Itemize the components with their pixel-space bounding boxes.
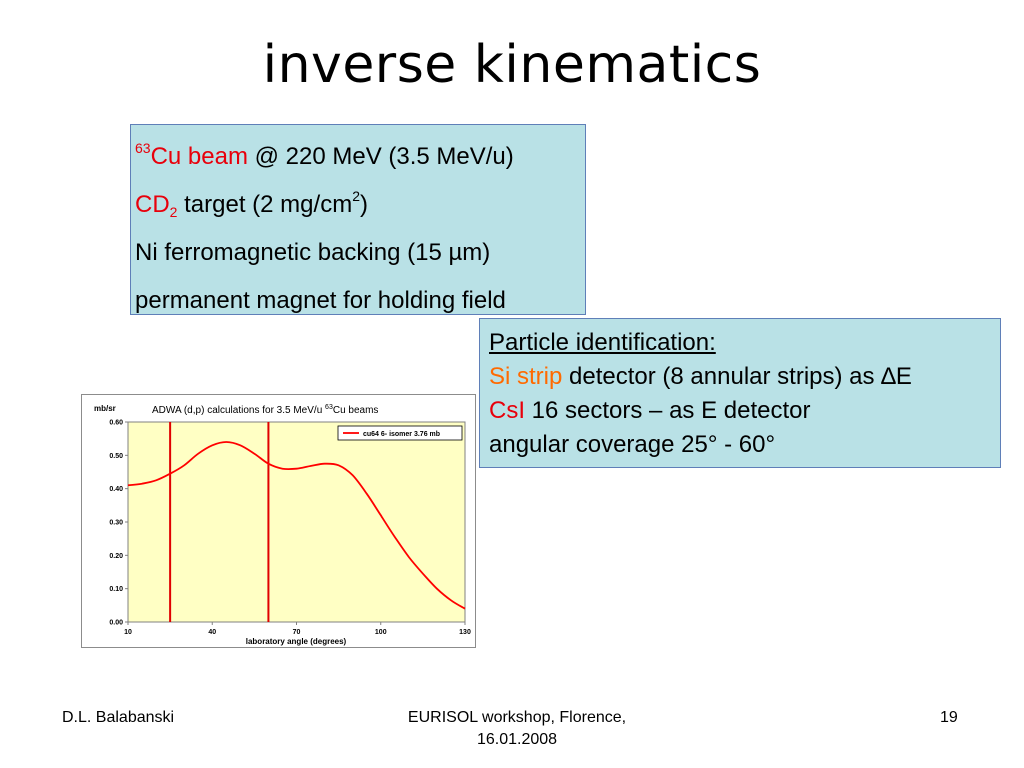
x-tick-label: 130: [459, 629, 471, 636]
beam-line: 63Cu beam @ 220 MeV (3.5 MeV/u): [135, 133, 585, 181]
x-axis-label: laboratory angle (degrees): [246, 637, 347, 646]
y-tick-label: 0.60: [109, 420, 123, 427]
legend-entry: cu64 6- isomer 3.76 mb: [363, 431, 440, 438]
beam-parameters-box: 63Cu beam @ 220 MeV (3.5 MeV/u) CD2 targ…: [130, 124, 586, 315]
chart-title-suffix: Cu beams: [333, 405, 379, 416]
csi-text: 16 sectors – as E detector: [525, 397, 811, 424]
series-layer: [127, 441, 466, 610]
plot-area: [127, 421, 466, 623]
x-tick-label: 100: [375, 629, 387, 636]
angle-marker-lines: [169, 422, 270, 622]
y-tick-label: 0.20: [109, 553, 123, 560]
footer-event-line2: 16.01.2008: [476, 731, 558, 748]
particle-identification-box: Particle identification: Si strip detect…: [479, 318, 1001, 468]
y-tick-label: 0.30: [109, 520, 123, 527]
footer-event-line1: EURISOL workshop, Florence,: [407, 709, 627, 726]
y-axis-ticks: 0.00 0.10 0.20 0.30 0.40 0.50 0.60: [109, 420, 128, 627]
chart-legend: cu64 6- isomer 3.76 mb: [337, 425, 463, 441]
cross-section-chart: mb/sr ADWA (d,p) calculations for 3.5 Me…: [81, 394, 476, 648]
x-axis-ticks: 10 40 70 100 130: [124, 622, 471, 636]
beam-energy: @ 220 MeV (3.5 MeV/u): [247, 143, 514, 170]
y-tick-label: 0.40: [109, 486, 123, 493]
chart-title-prefix: ADWA (d,p) calculations for 3.5 MeV/u: [152, 405, 325, 416]
legend-box: [337, 425, 463, 441]
slide-title: inverse kinematics: [262, 35, 762, 95]
target-unit-exponent: 2: [352, 188, 360, 204]
target-label: CD: [135, 191, 170, 218]
csi-label: CsI: [489, 397, 525, 424]
target-subscript: 2: [169, 204, 178, 220]
target-thickness: target (2 mg/cm: [177, 191, 353, 218]
page-number: 19: [940, 709, 958, 726]
y-tick-label: 0.00: [109, 620, 123, 627]
target-close-paren: ): [359, 191, 368, 218]
series-line: [127, 441, 466, 610]
angular-coverage-line: angular coverage 25° - 60°: [489, 431, 776, 458]
beam-label: Cu beam: [150, 143, 248, 170]
pid-heading: Particle identification:: [489, 329, 716, 356]
si-strip-text: detector (8 annular strips) as ∆E: [562, 363, 912, 390]
x-tick-label: 70: [293, 629, 301, 636]
y-tick-label: 0.10: [109, 586, 123, 593]
footer-event: EURISOL workshop, Florence, 16.01.2008: [362, 707, 672, 751]
x-tick-label: 40: [208, 629, 216, 636]
si-strip-label: Si strip: [489, 363, 563, 390]
y-tick-label: 0.50: [109, 453, 123, 460]
y-axis-label: mb/sr: [94, 404, 116, 413]
csi-line: CsI 16 sectors – as E detector: [489, 394, 1000, 428]
beam-mass-number: 63: [135, 140, 151, 156]
magnet-line: permanent magnet for holding field: [135, 287, 506, 314]
x-tick-label: 10: [124, 629, 132, 636]
backing-line: Ni ferromagnetic backing (15 µm): [135, 239, 491, 266]
target-line: CD2 target (2 mg/cm2): [135, 181, 585, 229]
chart-canvas: mb/sr ADWA (d,p) calculations for 3.5 Me…: [94, 404, 471, 646]
footer-author: D.L. Balabanski: [62, 709, 175, 726]
si-strip-line: Si strip detector (8 annular strips) as …: [489, 360, 1000, 394]
chart-title: ADWA (d,p) calculations for 3.5 MeV/u 63…: [152, 404, 378, 416]
chart-title-superscript: 63: [325, 404, 333, 411]
